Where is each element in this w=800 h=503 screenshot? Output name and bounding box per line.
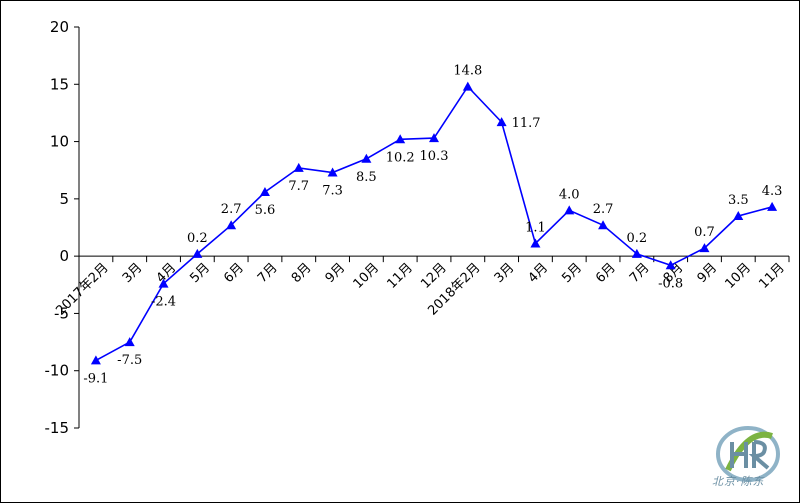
data-point-marker [699,243,710,253]
data-point-marker [631,248,642,258]
data-point-marker [462,81,473,91]
x-tick-label: 5月 [559,260,585,286]
data-label: 14.8 [453,64,482,79]
data-label: 2.7 [593,202,614,217]
data-label: 3.5 [728,193,749,208]
data-label: -0.8 [658,276,683,291]
data-point-marker [293,162,304,172]
data-label: 7.7 [288,179,309,194]
data-point-marker [90,355,101,365]
data-point-marker [327,167,338,177]
data-label: 7.3 [322,184,343,199]
data-label: 0.2 [187,231,208,246]
y-tick-label: 5 [59,190,69,208]
y-tick-label: 20 [50,18,69,36]
data-point-marker [226,220,237,230]
x-tick-label: 6月 [593,260,619,286]
x-tick-label: 10月 [351,260,382,291]
data-label: -7.5 [117,353,142,368]
data-label: 5.6 [255,203,276,218]
data-label: 4.3 [762,184,783,199]
y-tick-label: -15 [45,419,70,437]
x-tick-label: 7月 [627,260,653,286]
x-tick-label: 3月 [492,260,518,286]
x-tick-label: 8月 [289,260,315,286]
x-tick-label: 5月 [187,260,213,286]
y-tick-label: -5 [54,304,69,322]
data-label: 11.7 [512,116,541,131]
data-point-marker [259,186,270,196]
series-line [95,85,773,362]
y-tick-label: 15 [50,75,69,93]
x-tick-label: 11月 [384,260,415,291]
data-point-marker [665,260,676,270]
data-label: 10.3 [420,149,449,164]
data-point-marker [496,117,507,127]
x-tick-label: 6月 [221,260,247,286]
data-point-marker [124,337,135,347]
x-tick-label: 3月 [120,260,146,286]
data-point-marker [733,211,744,221]
x-tick-label: 4月 [526,260,552,286]
data-point-marker [192,248,203,258]
y-tick-label: 0 [59,247,69,265]
data-label: -2.4 [151,295,176,310]
data-label: 1.1 [525,221,546,236]
data-label: 0.2 [627,231,648,246]
data-label: 4.0 [559,187,580,202]
y-tick-label: -10 [45,362,70,380]
data-point-marker [429,133,439,143]
x-tick-label: 2017年2月 [53,260,111,318]
x-tick-label: 7月 [255,260,281,286]
x-tick-label: 10月 [723,260,754,291]
x-tick-label: 9月 [695,260,721,286]
y-tick-label: 10 [50,133,69,151]
data-point-marker [395,134,406,144]
x-tick-label: 11月 [756,260,787,291]
data-label: 8.5 [356,170,377,185]
data-point-marker [564,205,575,215]
data-point-marker [598,220,609,230]
data-label: -9.1 [83,371,108,386]
data-label: 0.7 [694,225,715,240]
data-label: 10.2 [386,150,415,165]
x-tick-label: 9月 [323,260,349,286]
data-point-marker [158,278,169,288]
logo-watermark [716,426,780,482]
watermark-text: 北京·陈东 [712,475,765,488]
data-label: 2.7 [221,202,242,217]
data-point-marker [361,153,372,163]
data-point-marker [530,238,541,248]
data-point-marker [767,201,778,211]
